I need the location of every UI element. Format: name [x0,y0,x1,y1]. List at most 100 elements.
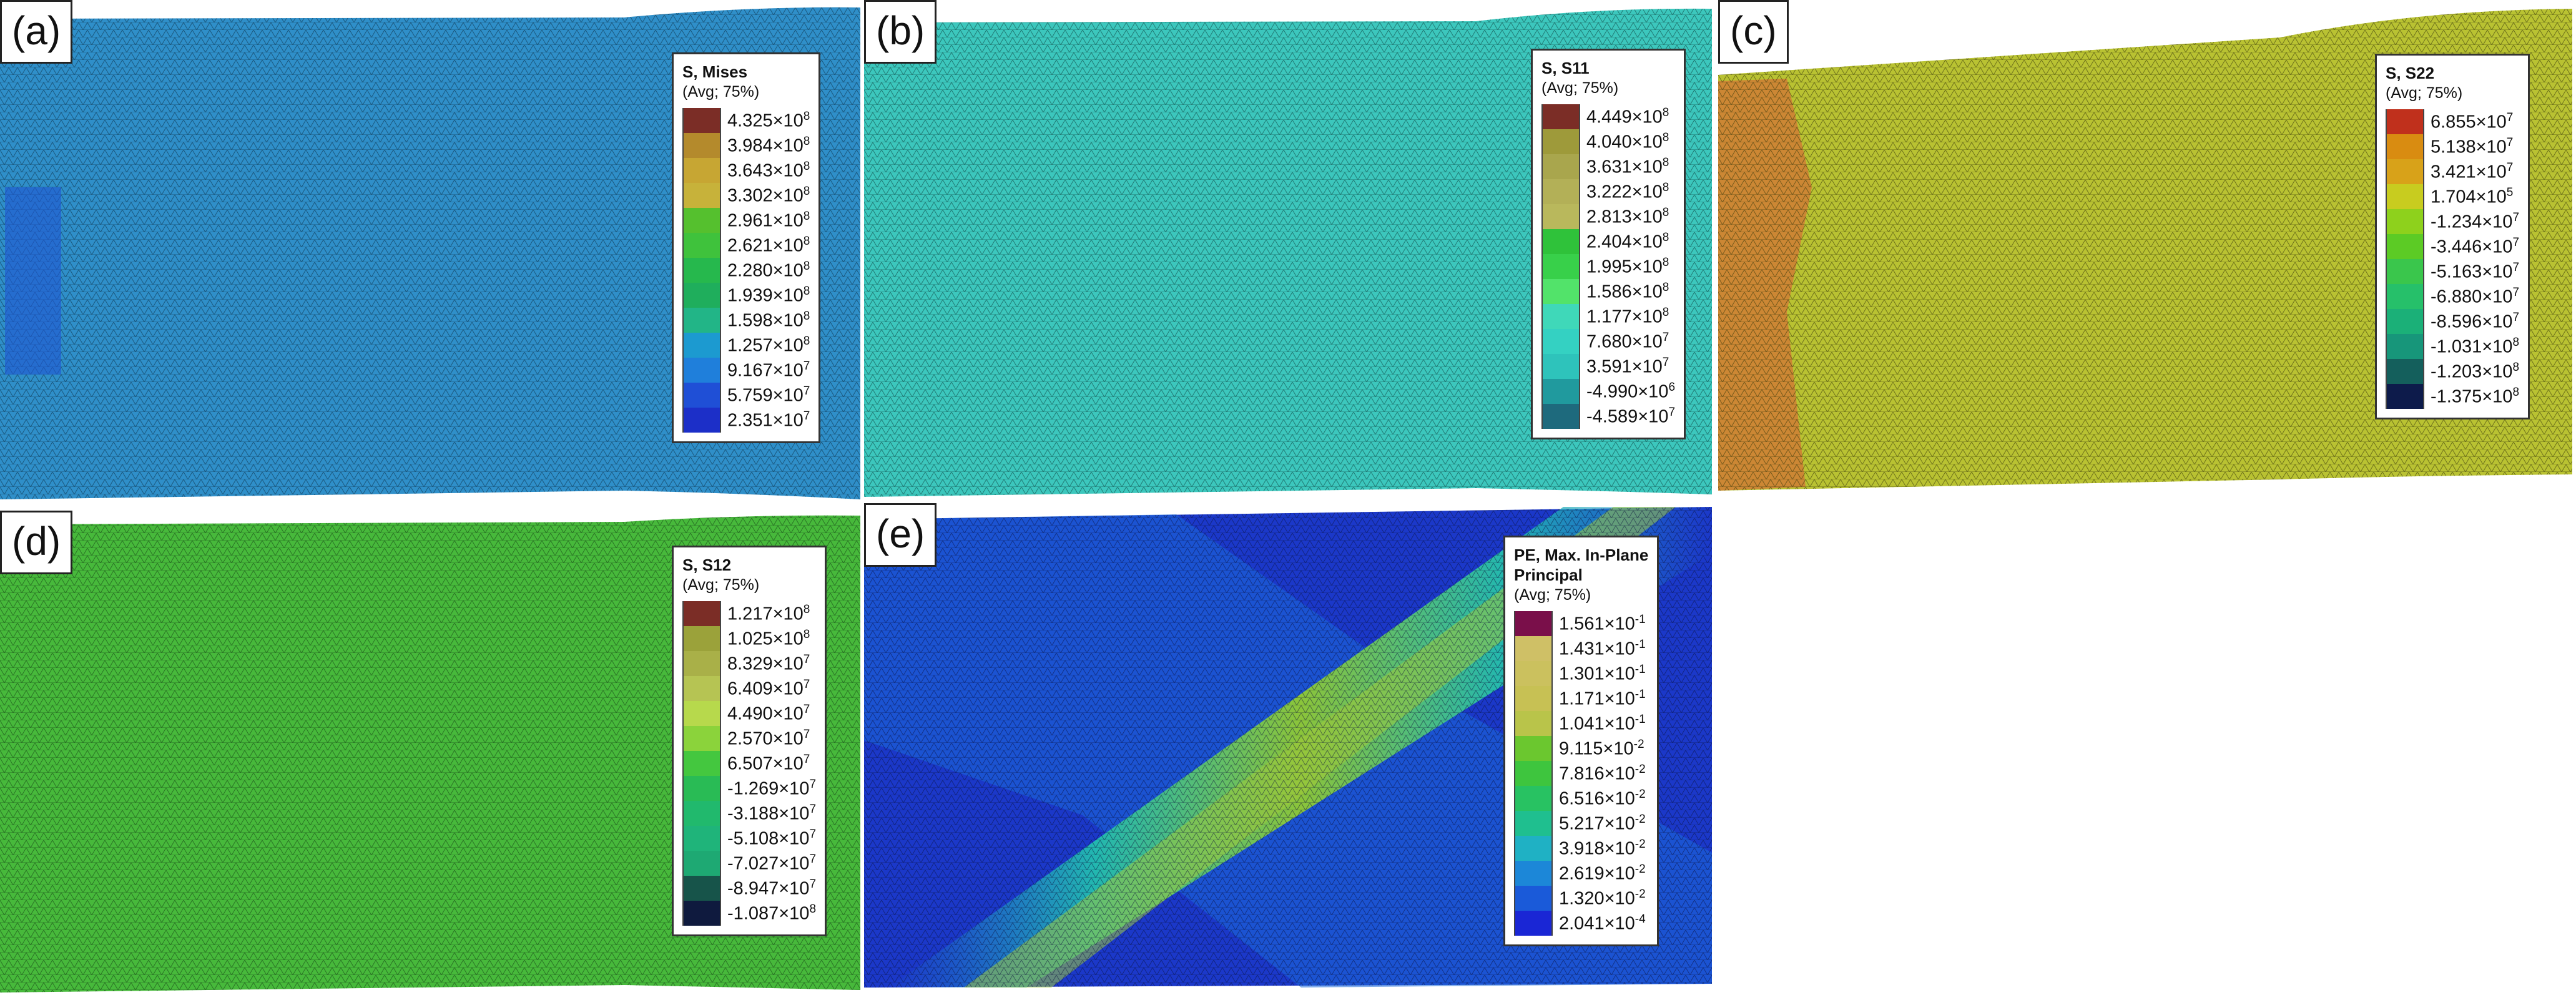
legend-entry-d: -3.188×107 [682,801,816,826]
legend-swatch [2386,284,2424,309]
legend-value: 1.586×108 [1580,281,1669,303]
legend-exponent: -1 [1635,712,1646,726]
legend-swatch [1514,911,1553,936]
panel-label-e: (e) [864,503,937,567]
legend-mantissa: 1.041 [1559,713,1605,734]
legend-exponent: 8 [2512,335,2520,349]
legend-exponent: 8 [1662,130,1669,144]
legend-exponent: 7 [803,752,810,766]
legend-swatch [1514,811,1553,836]
legend-swatch [1514,861,1553,886]
legend-value: 1.431×10-1 [1553,638,1646,660]
legend-value: 6.855×107 [2424,111,2513,133]
legend-entry-a: 9.167×107 [682,358,810,383]
legend-times: ×10 [2482,311,2513,332]
legend-exponent: -2 [1635,837,1646,851]
legend-exponent: 7 [809,802,817,816]
legend-exponent: 8 [1662,105,1669,119]
legend-exponent: 7 [803,702,810,716]
legend-times: ×10 [2475,187,2507,207]
legend-times: ×10 [1604,713,1635,734]
legend-swatch [682,801,721,826]
legend-times: ×10 [2482,287,2513,307]
legend-value: 3.643×108 [721,160,810,182]
legend-swatch [1541,379,1580,404]
legend-mantissa: -1.203 [2431,361,2482,382]
legend-value: 6.507×107 [721,753,810,775]
legend-rows-c: 6.855×107 5.138×107 3.421×107 1.704×105 -1.2… [2386,109,2519,409]
legend-times: ×10 [1604,664,1635,684]
panel-label-a: (a) [0,0,73,64]
legend-value: 5.217×10-2 [1553,813,1646,835]
legend-title-a: S, Mises [682,62,748,81]
legend-title-c: S, S22 [2386,64,2435,82]
legend-times: ×10 [1604,614,1635,634]
legend-exponent: -1 [1635,687,1646,701]
legend-exponent: 8 [803,134,810,148]
legend-exponent: -1 [1635,612,1646,626]
legend-times: ×10 [1638,406,1669,427]
legend-swatch [682,258,721,283]
legend-times: ×10 [1631,107,1663,127]
legend-entry-e: 1.041×10-1 [1514,711,1648,736]
legend-mantissa: 4.325 [727,110,773,131]
legend-entry-d: -8.947×107 [682,876,816,901]
legend-value: 5.759×107 [721,385,810,406]
legend-times: ×10 [1603,738,1634,759]
legend-entry-c: 6.855×107 [2386,109,2519,134]
legend-entry-e: 2.041×10-4 [1514,911,1648,936]
legend-mantissa: 1.704 [2431,187,2476,207]
legend-mantissa: 2.404 [1586,232,1632,252]
contour-field-a [0,7,860,500]
legend-entry-b: 1.586×108 [1541,279,1675,304]
legend-entry-b: 7.680×107 [1541,329,1675,354]
legend-averaging-d: (Avg; 75%) [682,576,760,594]
legend-mantissa: 1.939 [727,285,773,306]
legend-mantissa: -1.269 [727,778,779,799]
legend-title-e-line2: Principal [1514,566,1583,584]
legend-swatch [1514,761,1553,786]
legend-value: 2.619×10-2 [1553,863,1646,885]
legend-exponent: 8 [1662,305,1669,319]
legend-exponent: 7 [809,777,817,791]
legend-swatch [1541,404,1580,429]
legend-mantissa: 4.490 [727,703,773,724]
legend-value: 6.516×10-2 [1553,788,1646,810]
legend-mantissa: 6.855 [2431,112,2476,132]
legend-mantissa: 4.449 [1586,107,1632,127]
legend-exponent: 8 [1662,180,1669,194]
legend-entry-d: -7.027×107 [682,851,816,876]
legend-title-d: S, S12 [682,556,732,574]
panel-label-d: (d) [0,511,73,574]
legend-exponent: 5 [2506,185,2514,199]
legend-mantissa: 1.025 [727,629,773,649]
legend-swatch [1541,204,1580,229]
legend-value: 3.984×108 [721,135,810,157]
legend-a: S, Mises (Avg; 75%) 4.325×108 3.984×108 3.… [672,52,821,443]
legend-entry-d: 6.409×107 [682,676,816,701]
legend-value: -4.990×106 [1580,381,1675,403]
legend-exponent: 7 [2512,210,2520,224]
legend-mantissa: -1.234 [2431,212,2482,232]
legend-times: ×10 [772,210,804,231]
legend-entry-b: -4.990×106 [1541,379,1675,404]
legend-exponent: 7 [1662,355,1669,369]
legend-swatch [1541,279,1580,304]
legend-times: ×10 [772,604,804,624]
legend-entry-c: 5.138×107 [2386,134,2519,159]
legend-exponent: 7 [2506,135,2514,149]
legend-times: ×10 [1604,788,1635,809]
legend-mantissa: 1.320 [1559,888,1605,909]
legend-exponent: 8 [1662,205,1669,219]
legend-value: 3.591×107 [1580,356,1669,378]
legend-entry-b: 3.591×107 [1541,354,1675,379]
legend-value: 1.041×10-1 [1553,713,1646,735]
legend-mantissa: 1.217 [727,604,773,624]
legend-exponent: 7 [803,384,810,398]
legend-mantissa: 7.680 [1586,331,1632,352]
legend-mantissa: 3.643 [727,160,773,181]
legend-entry-d: 1.217×108 [682,601,816,626]
legend-entry-a: 2.621×108 [682,233,810,258]
legend-value: 5.138×107 [2424,136,2513,158]
legend-value: -6.880×107 [2424,286,2519,308]
